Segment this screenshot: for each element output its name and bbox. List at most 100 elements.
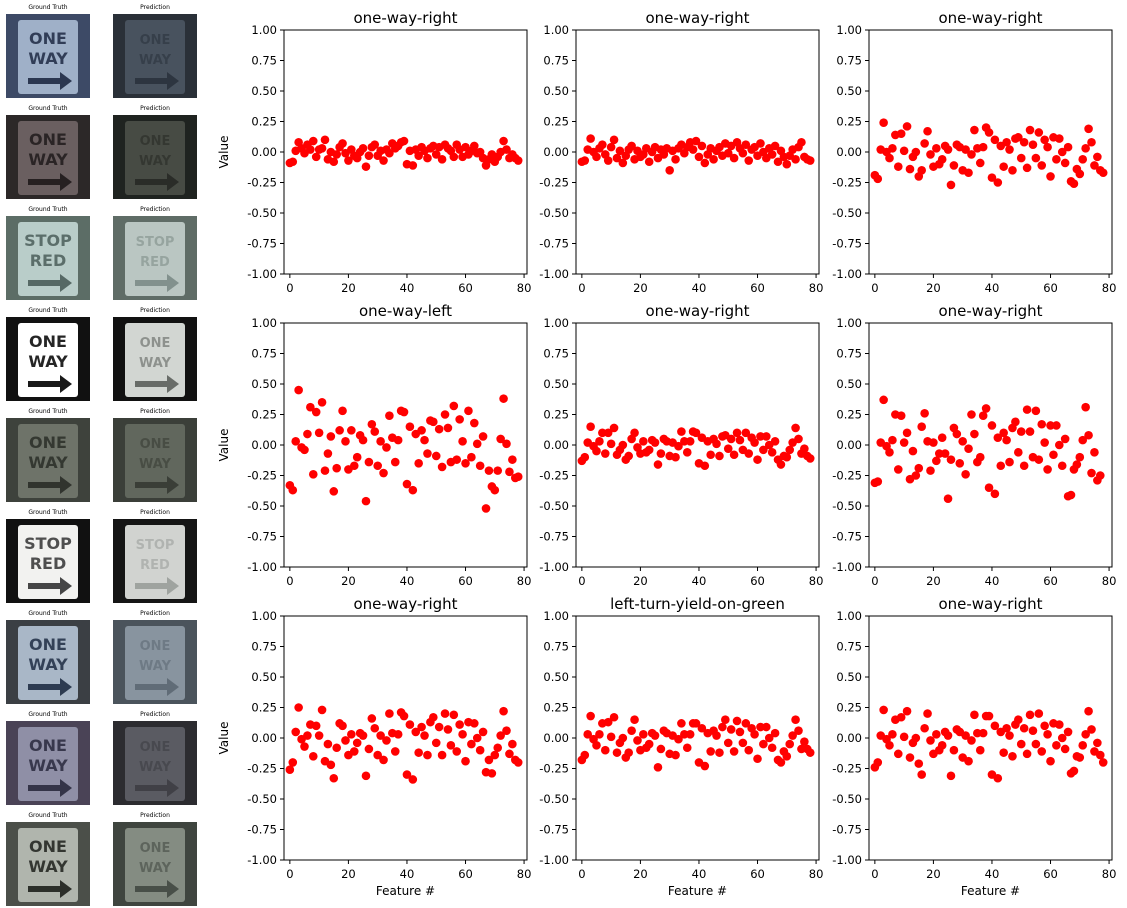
x-tick-label: 0 <box>286 281 293 295</box>
prediction-sign-text: ONE <box>140 437 171 452</box>
ground-truth-sign-text: WAY <box>28 857 68 876</box>
data-point <box>677 719 686 728</box>
data-point <box>370 427 380 436</box>
data-point <box>706 450 715 460</box>
prediction-sign-text: STOP <box>136 235 175 250</box>
data-point <box>472 439 482 449</box>
data-point <box>294 703 303 712</box>
data-point <box>370 723 380 733</box>
data-point <box>914 463 924 473</box>
y-tick-label: -1.00 <box>832 560 862 574</box>
data-point <box>694 152 704 162</box>
data-point <box>288 157 298 167</box>
data-point <box>1057 147 1067 157</box>
data-point <box>1016 153 1026 163</box>
data-point <box>291 437 301 446</box>
prediction-sign-text: RED <box>140 558 170 573</box>
y-tick-label: 1.00 <box>543 609 569 623</box>
data-point <box>618 440 628 450</box>
data-point <box>464 406 473 416</box>
data-point <box>1028 140 1038 149</box>
data-point <box>911 733 921 743</box>
data-point <box>656 449 666 458</box>
data-point <box>467 452 476 462</box>
data-point <box>715 748 724 757</box>
ground-truth-image-0: ONE WAY <box>6 14 90 98</box>
prediction-label: Prediction <box>140 408 170 415</box>
data-point <box>788 731 797 740</box>
data-point <box>1055 134 1064 143</box>
data-point <box>970 710 979 720</box>
prediction-sign-text: WAY <box>139 154 172 169</box>
data-point <box>885 448 894 457</box>
data-point <box>1049 450 1058 460</box>
data-point <box>595 437 604 446</box>
data-point <box>338 406 347 416</box>
data-point <box>1098 168 1108 178</box>
data-point <box>420 435 429 445</box>
data-point <box>984 483 994 493</box>
data-point <box>609 423 619 433</box>
data-point <box>791 155 800 164</box>
data-point <box>1069 179 1079 189</box>
prediction-label: Prediction <box>140 509 170 516</box>
data-point <box>639 437 648 446</box>
data-point <box>606 142 616 152</box>
scatter-plot-6: one-way-right 1.00 0.75 0.50 0.25 0.00 -0.25 -0… <box>832 302 1116 588</box>
data-point <box>682 448 692 457</box>
data-point <box>402 479 412 489</box>
data-point <box>709 155 718 164</box>
data-point <box>1066 490 1076 500</box>
data-point <box>329 487 339 496</box>
y-tick-label: -0.25 <box>832 469 862 483</box>
data-point <box>461 756 470 766</box>
prediction-label: Prediction <box>140 105 170 112</box>
data-point <box>932 144 941 153</box>
data-point <box>1081 402 1090 412</box>
data-point <box>650 731 660 740</box>
data-point <box>1022 163 1032 173</box>
data-point <box>612 153 622 163</box>
data-point <box>630 428 639 438</box>
data-point <box>773 157 783 167</box>
data-point <box>429 712 438 722</box>
data-point <box>285 765 295 775</box>
y-tick-label: 0.75 <box>836 640 862 654</box>
data-point <box>691 428 701 438</box>
data-point <box>782 159 792 169</box>
data-point <box>759 445 768 455</box>
data-point <box>1040 438 1049 447</box>
data-point <box>1060 434 1070 444</box>
y-tick-label: -0.25 <box>247 176 277 190</box>
data-point <box>367 419 377 429</box>
arrow-icon <box>135 577 179 595</box>
ground-truth-sign-text: WAY <box>28 453 68 472</box>
x-tick-label: 20 <box>341 867 356 881</box>
y-tick-label: 1.00 <box>543 23 569 37</box>
data-point <box>721 715 730 724</box>
data-point <box>970 125 979 135</box>
data-point <box>762 722 771 732</box>
data-point <box>767 150 777 159</box>
data-point <box>349 461 359 471</box>
data-point <box>1016 739 1026 749</box>
data-point <box>1095 471 1105 480</box>
data-point <box>656 744 666 754</box>
data-point <box>888 435 897 445</box>
data-point <box>961 145 970 154</box>
data-point <box>461 459 470 468</box>
y-tick-label: 0.50 <box>251 377 277 391</box>
data-point <box>729 153 739 163</box>
data-point <box>885 153 894 163</box>
y-tick-label: -0.50 <box>832 792 862 806</box>
data-point <box>888 730 897 739</box>
data-point <box>937 433 947 442</box>
y-tick-label: 0.75 <box>251 347 277 361</box>
data-point <box>373 461 382 471</box>
x-tick-label: 80 <box>1102 281 1117 295</box>
data-point <box>1052 155 1061 164</box>
ground-truth-image-3: ONE WAY <box>6 317 90 401</box>
data-point <box>920 408 929 418</box>
arrow-icon <box>28 880 72 898</box>
y-tick-label: 1.00 <box>836 609 862 623</box>
